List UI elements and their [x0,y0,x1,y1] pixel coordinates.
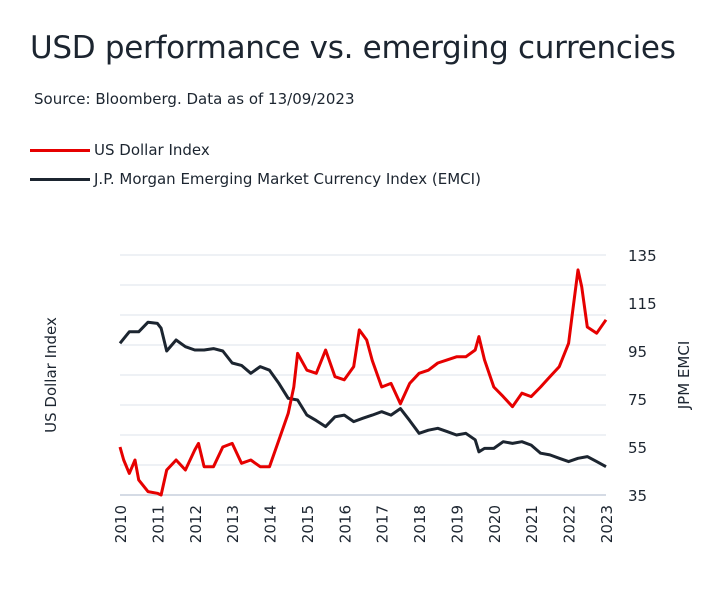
y-tick-label: 95 [628,343,647,361]
x-tick-label: 2013 [224,505,242,543]
x-tick-label: 2015 [299,505,317,543]
x-tick-label: 2010 [112,505,130,543]
y-tick-label: 135 [628,247,657,265]
gridlines [120,254,606,496]
x-tick-label: 2023 [598,505,616,543]
source-note: Source: Bloomberg. Data as of 13/09/2023 [34,90,355,108]
legend-item-emci: J.P. Morgan Emerging Market Currency Ind… [30,170,481,188]
x-tick-label: 2012 [187,505,205,543]
left-axis-label: US Dollar Index [42,317,60,433]
x-tick-label: 2020 [486,505,504,543]
y-tick-label: 115 [628,295,657,313]
y-tick-label: 55 [628,439,647,457]
x-axis-ticks: 2010 2011 2012 2013 2014 2015 2016 2017 2018 2019… [112,505,616,543]
y-tick-label: 35 [628,487,647,505]
x-tick-label: 2018 [411,505,429,543]
series-line-emci [118,320,607,469]
legend-item-usd: US Dollar Index [30,141,210,159]
x-tick-label: 2014 [262,505,280,543]
legend-label-emci: J.P. Morgan Emerging Market Currency Ind… [94,170,481,188]
x-tick-label: 2021 [523,505,541,543]
right-axis-ticks: 135 115 95 75 55 35 [628,247,657,505]
x-tick-label: 2011 [149,505,167,543]
x-tick-label: 2022 [561,505,579,543]
legend-label-usd: US Dollar Index [94,141,210,159]
x-tick-label: 2019 [448,505,466,543]
right-axis-label: JPM EMCI [675,341,693,411]
legend-swatch-usd [30,148,90,152]
series-line-usd [118,268,608,497]
x-tick-label: 2017 [374,505,392,543]
series-lines [118,268,608,497]
x-tick-label: 2016 [336,505,354,543]
y-tick-label: 75 [628,391,647,409]
legend-swatch-emci [30,177,90,181]
chart-title: USD performance vs. emerging currencies [30,30,676,66]
